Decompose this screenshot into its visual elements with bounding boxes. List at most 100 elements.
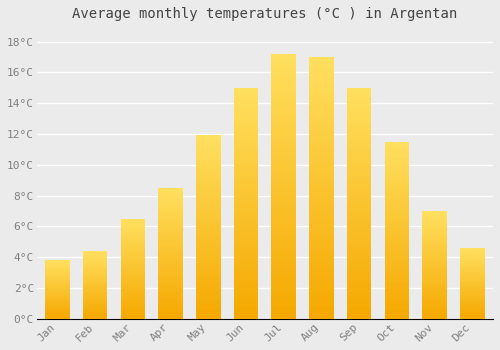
Bar	[83, 289, 108, 290]
Bar	[422, 215, 447, 216]
Bar	[347, 165, 372, 169]
Bar	[120, 300, 145, 302]
Bar	[83, 266, 108, 267]
Bar	[120, 287, 145, 289]
Bar	[196, 221, 220, 224]
Bar	[272, 133, 296, 138]
Bar	[158, 199, 183, 201]
Bar	[309, 279, 334, 284]
Bar	[234, 223, 258, 226]
Bar	[309, 249, 334, 253]
Bar	[384, 224, 409, 228]
Bar	[196, 313, 220, 316]
Bar	[120, 280, 145, 282]
Bar	[158, 275, 183, 278]
Bar	[384, 183, 409, 186]
Bar	[347, 211, 372, 215]
Bar	[83, 251, 108, 252]
Bar	[234, 188, 258, 192]
Bar	[460, 269, 484, 271]
Bar	[158, 282, 183, 284]
Bar	[45, 276, 70, 277]
Bar	[196, 279, 220, 282]
Bar	[384, 201, 409, 204]
Bar	[460, 274, 484, 275]
Bar	[83, 309, 108, 310]
Bar	[309, 214, 334, 218]
Bar	[422, 315, 447, 317]
Bar	[45, 279, 70, 280]
Bar	[309, 183, 334, 188]
Bar	[83, 303, 108, 304]
Bar	[83, 275, 108, 276]
Bar	[460, 288, 484, 289]
Bar	[460, 317, 484, 319]
Bar	[347, 223, 372, 226]
Bar	[45, 298, 70, 299]
Bar	[83, 256, 108, 257]
Bar	[83, 264, 108, 265]
Bar	[460, 280, 484, 281]
Bar	[45, 318, 70, 319]
Bar	[158, 271, 183, 273]
Bar	[309, 301, 334, 306]
Bar	[272, 169, 296, 173]
Bar	[384, 165, 409, 168]
Bar	[158, 293, 183, 295]
Bar	[384, 210, 409, 212]
Bar	[120, 227, 145, 229]
Bar	[234, 149, 258, 153]
Bar	[234, 296, 258, 300]
Bar	[422, 220, 447, 222]
Bar	[460, 276, 484, 278]
Bar	[234, 307, 258, 311]
Bar	[45, 313, 70, 314]
Bar	[272, 98, 296, 103]
Bar	[83, 272, 108, 274]
Bar	[234, 99, 258, 103]
Bar	[309, 314, 334, 319]
Bar	[158, 188, 183, 190]
Bar	[347, 257, 372, 261]
Bar	[460, 255, 484, 256]
Bar	[272, 85, 296, 89]
Bar	[45, 289, 70, 290]
Bar	[460, 282, 484, 284]
Bar	[158, 249, 183, 251]
Bar	[196, 209, 220, 212]
Bar	[158, 227, 183, 230]
Bar	[272, 182, 296, 187]
Bar	[384, 286, 409, 289]
Bar	[45, 265, 70, 266]
Bar	[158, 303, 183, 306]
Bar	[158, 234, 183, 236]
Bar	[45, 282, 70, 283]
Bar	[196, 307, 220, 310]
Bar	[45, 308, 70, 309]
Bar	[234, 196, 258, 199]
Bar	[422, 292, 447, 294]
Bar	[272, 266, 296, 270]
Bar	[460, 304, 484, 306]
Bar	[309, 75, 334, 79]
Bar	[347, 296, 372, 300]
Bar	[272, 252, 296, 257]
Bar	[309, 109, 334, 114]
Bar	[45, 316, 70, 317]
Bar	[272, 314, 296, 319]
Bar	[422, 247, 447, 249]
Bar	[347, 184, 372, 188]
Bar	[384, 204, 409, 207]
Bar	[384, 174, 409, 177]
Bar	[422, 294, 447, 295]
Bar	[384, 192, 409, 195]
Bar	[83, 269, 108, 270]
Bar	[309, 197, 334, 201]
Bar	[83, 258, 108, 259]
Bar	[120, 275, 145, 277]
Bar	[196, 316, 220, 319]
Bar	[309, 57, 334, 62]
Bar	[234, 230, 258, 234]
Bar	[120, 295, 145, 297]
Bar	[347, 315, 372, 319]
